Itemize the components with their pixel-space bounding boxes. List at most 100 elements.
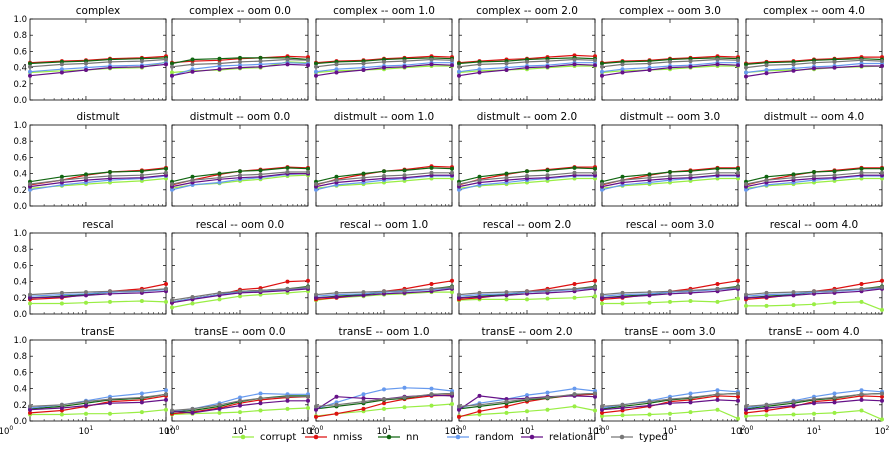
point-transE-5-typed-3 [812, 397, 816, 402]
point-complex-2-typed-1 [334, 62, 339, 67]
point-complex-2-relational-6 [450, 63, 454, 68]
point-rescal-4-relational-0 [600, 295, 604, 300]
point-transE-0-typed-5 [164, 392, 168, 397]
point-rescal-4-typed-4 [688, 288, 693, 293]
point-complex-1-typed-3 [238, 59, 242, 64]
point-complex-1-typed-2 [217, 61, 222, 66]
point-transE-4-corrupt-3 [668, 411, 672, 416]
point-distmult-2-typed-5 [429, 170, 434, 175]
panel-complex-4: complex -- oom 3.0 [600, 5, 740, 101]
point-complex-0-relational-4 [139, 64, 144, 69]
point-transE-3-relational-1 [477, 393, 482, 398]
point-rescal-3-typed-2 [504, 290, 509, 295]
point-distmult-5-typed-0 [744, 182, 748, 187]
point-distmult-5-nn-6 [880, 166, 884, 171]
point-transE-0-random-4 [139, 391, 144, 396]
xtick-label-transE-5-1: 101 [807, 425, 822, 437]
xtick-base: 10 [739, 427, 750, 437]
point-transE-2-nmiss-1 [334, 411, 339, 416]
point-rescal-5-relational-0 [744, 295, 748, 300]
panel-title-complex-3: complex -- oom 2.0 [476, 5, 578, 17]
point-rescal-3-relational-0 [457, 295, 461, 300]
point-complex-3-nn-0 [457, 61, 461, 66]
point-transE-0-corrupt-3 [108, 411, 112, 416]
panel-title-distmult-0: distmult [76, 111, 119, 123]
point-transE-3-corrupt-1 [477, 412, 482, 417]
panel-title-transE-2: transE -- oom 1.0 [339, 326, 430, 338]
point-complex-3-relational-3 [525, 65, 529, 70]
point-transE-3-random-5 [572, 386, 577, 391]
point-complex-1-nn-2 [217, 56, 222, 61]
panel-frame-transE-0 [29, 339, 167, 422]
point-rescal-5-typed-1 [764, 290, 769, 295]
point-transE-3-nmiss-2 [504, 404, 509, 409]
point-rescal-2-corrupt-6 [450, 290, 454, 295]
point-transE-4-corrupt-4 [688, 410, 693, 415]
xtick-exponent: 1 [531, 425, 535, 432]
point-rescal-1-corrupt-0 [170, 305, 174, 310]
xtick-base: 10 [731, 427, 742, 437]
ytick-label-rescal-2: 0.4 [13, 278, 27, 288]
point-rescal-3-typed-5 [572, 286, 577, 291]
panel-title-distmult-1: distmult -- oom 0.0 [190, 111, 290, 123]
point-rescal-2-typed-2 [361, 290, 366, 295]
point-transE-5-random-5 [859, 388, 864, 393]
legend-label-nmiss: nmiss [333, 432, 362, 443]
point-transE-2-corrupt-5 [429, 403, 434, 408]
panel-distmult-3: distmult -- oom 2.0 [457, 111, 597, 207]
xtick-base: 10 [588, 427, 599, 437]
point-distmult-0-typed-0 [28, 182, 32, 187]
point-transE-5-typed-0 [744, 404, 748, 409]
point-distmult-2-typed-2 [361, 175, 366, 180]
point-rescal-4-corrupt-2 [647, 300, 652, 305]
point-complex-5-relational-3 [812, 66, 816, 71]
panel-title-transE-4: transE -- oom 3.0 [625, 326, 716, 338]
point-transE-4-relational-4 [688, 400, 693, 405]
point-distmult-4-nn-2 [647, 172, 652, 177]
point-complex-3-relational-5 [572, 62, 577, 67]
point-transE-4-relational-0 [600, 407, 604, 412]
point-transE-3-corrupt-2 [504, 410, 509, 415]
point-complex-0-relational-2 [84, 68, 88, 72]
point-distmult-5-typed-6 [880, 170, 884, 175]
point-distmult-5-typed-4 [832, 173, 837, 178]
point-rescal-2-relational-0 [314, 295, 318, 300]
point-complex-3-typed-6 [593, 58, 597, 63]
panel-distmult-0: distmult 0.0 0.2 0.4 0.6 0.8 1.0 [13, 111, 168, 212]
xtick-base: 10 [233, 427, 244, 437]
panel-title-rescal-5: rescal -- oom 4.0 [770, 219, 859, 231]
point-transE-1-relational-1 [190, 410, 195, 415]
panel-distmult-5: distmult -- oom 4.0 [744, 111, 884, 207]
point-distmult-3-typed-6 [593, 170, 597, 175]
point-complex-5-typed-5 [859, 58, 864, 63]
point-distmult-2-typed-1 [334, 178, 339, 183]
point-complex-4-relational-2 [647, 68, 652, 72]
point-complex-2-typed-3 [382, 59, 386, 64]
point-rescal-2-typed-5 [429, 286, 434, 291]
point-transE-1-random-3 [238, 395, 242, 400]
xtick-label-transE-2-2: 102 [445, 425, 460, 437]
point-transE-3-nmiss-0 [457, 414, 461, 419]
point-distmult-5-nn-5 [859, 166, 864, 171]
point-complex-1-nn-4 [258, 55, 263, 60]
point-rescal-1-typed-3 [238, 289, 242, 294]
xtick-base: 10 [309, 427, 320, 437]
panel-title-rescal-1: rescal -- oom 0.0 [196, 219, 285, 231]
xtick-exponent: 1 [674, 425, 678, 432]
point-complex-3-relational-6 [593, 63, 597, 68]
ytick-label-complex-2: 0.4 [13, 64, 27, 74]
point-complex-4-typed-2 [647, 61, 652, 66]
point-distmult-1-random-0 [170, 187, 174, 192]
point-distmult-5-random-0 [744, 187, 748, 192]
xtick-base: 10 [445, 427, 456, 437]
point-complex-4-typed-4 [688, 59, 693, 64]
point-rescal-3-corrupt-5 [572, 295, 577, 300]
legend-label-corrupt: corrupt [260, 432, 296, 443]
xtick-exponent: 2 [742, 425, 746, 432]
point-rescal-1-typed-0 [170, 298, 174, 303]
point-complex-1-relational-5 [285, 62, 290, 67]
panel-distmult-2: distmult -- oom 1.0 [314, 111, 454, 207]
point-distmult-2-nn-3 [382, 169, 386, 174]
